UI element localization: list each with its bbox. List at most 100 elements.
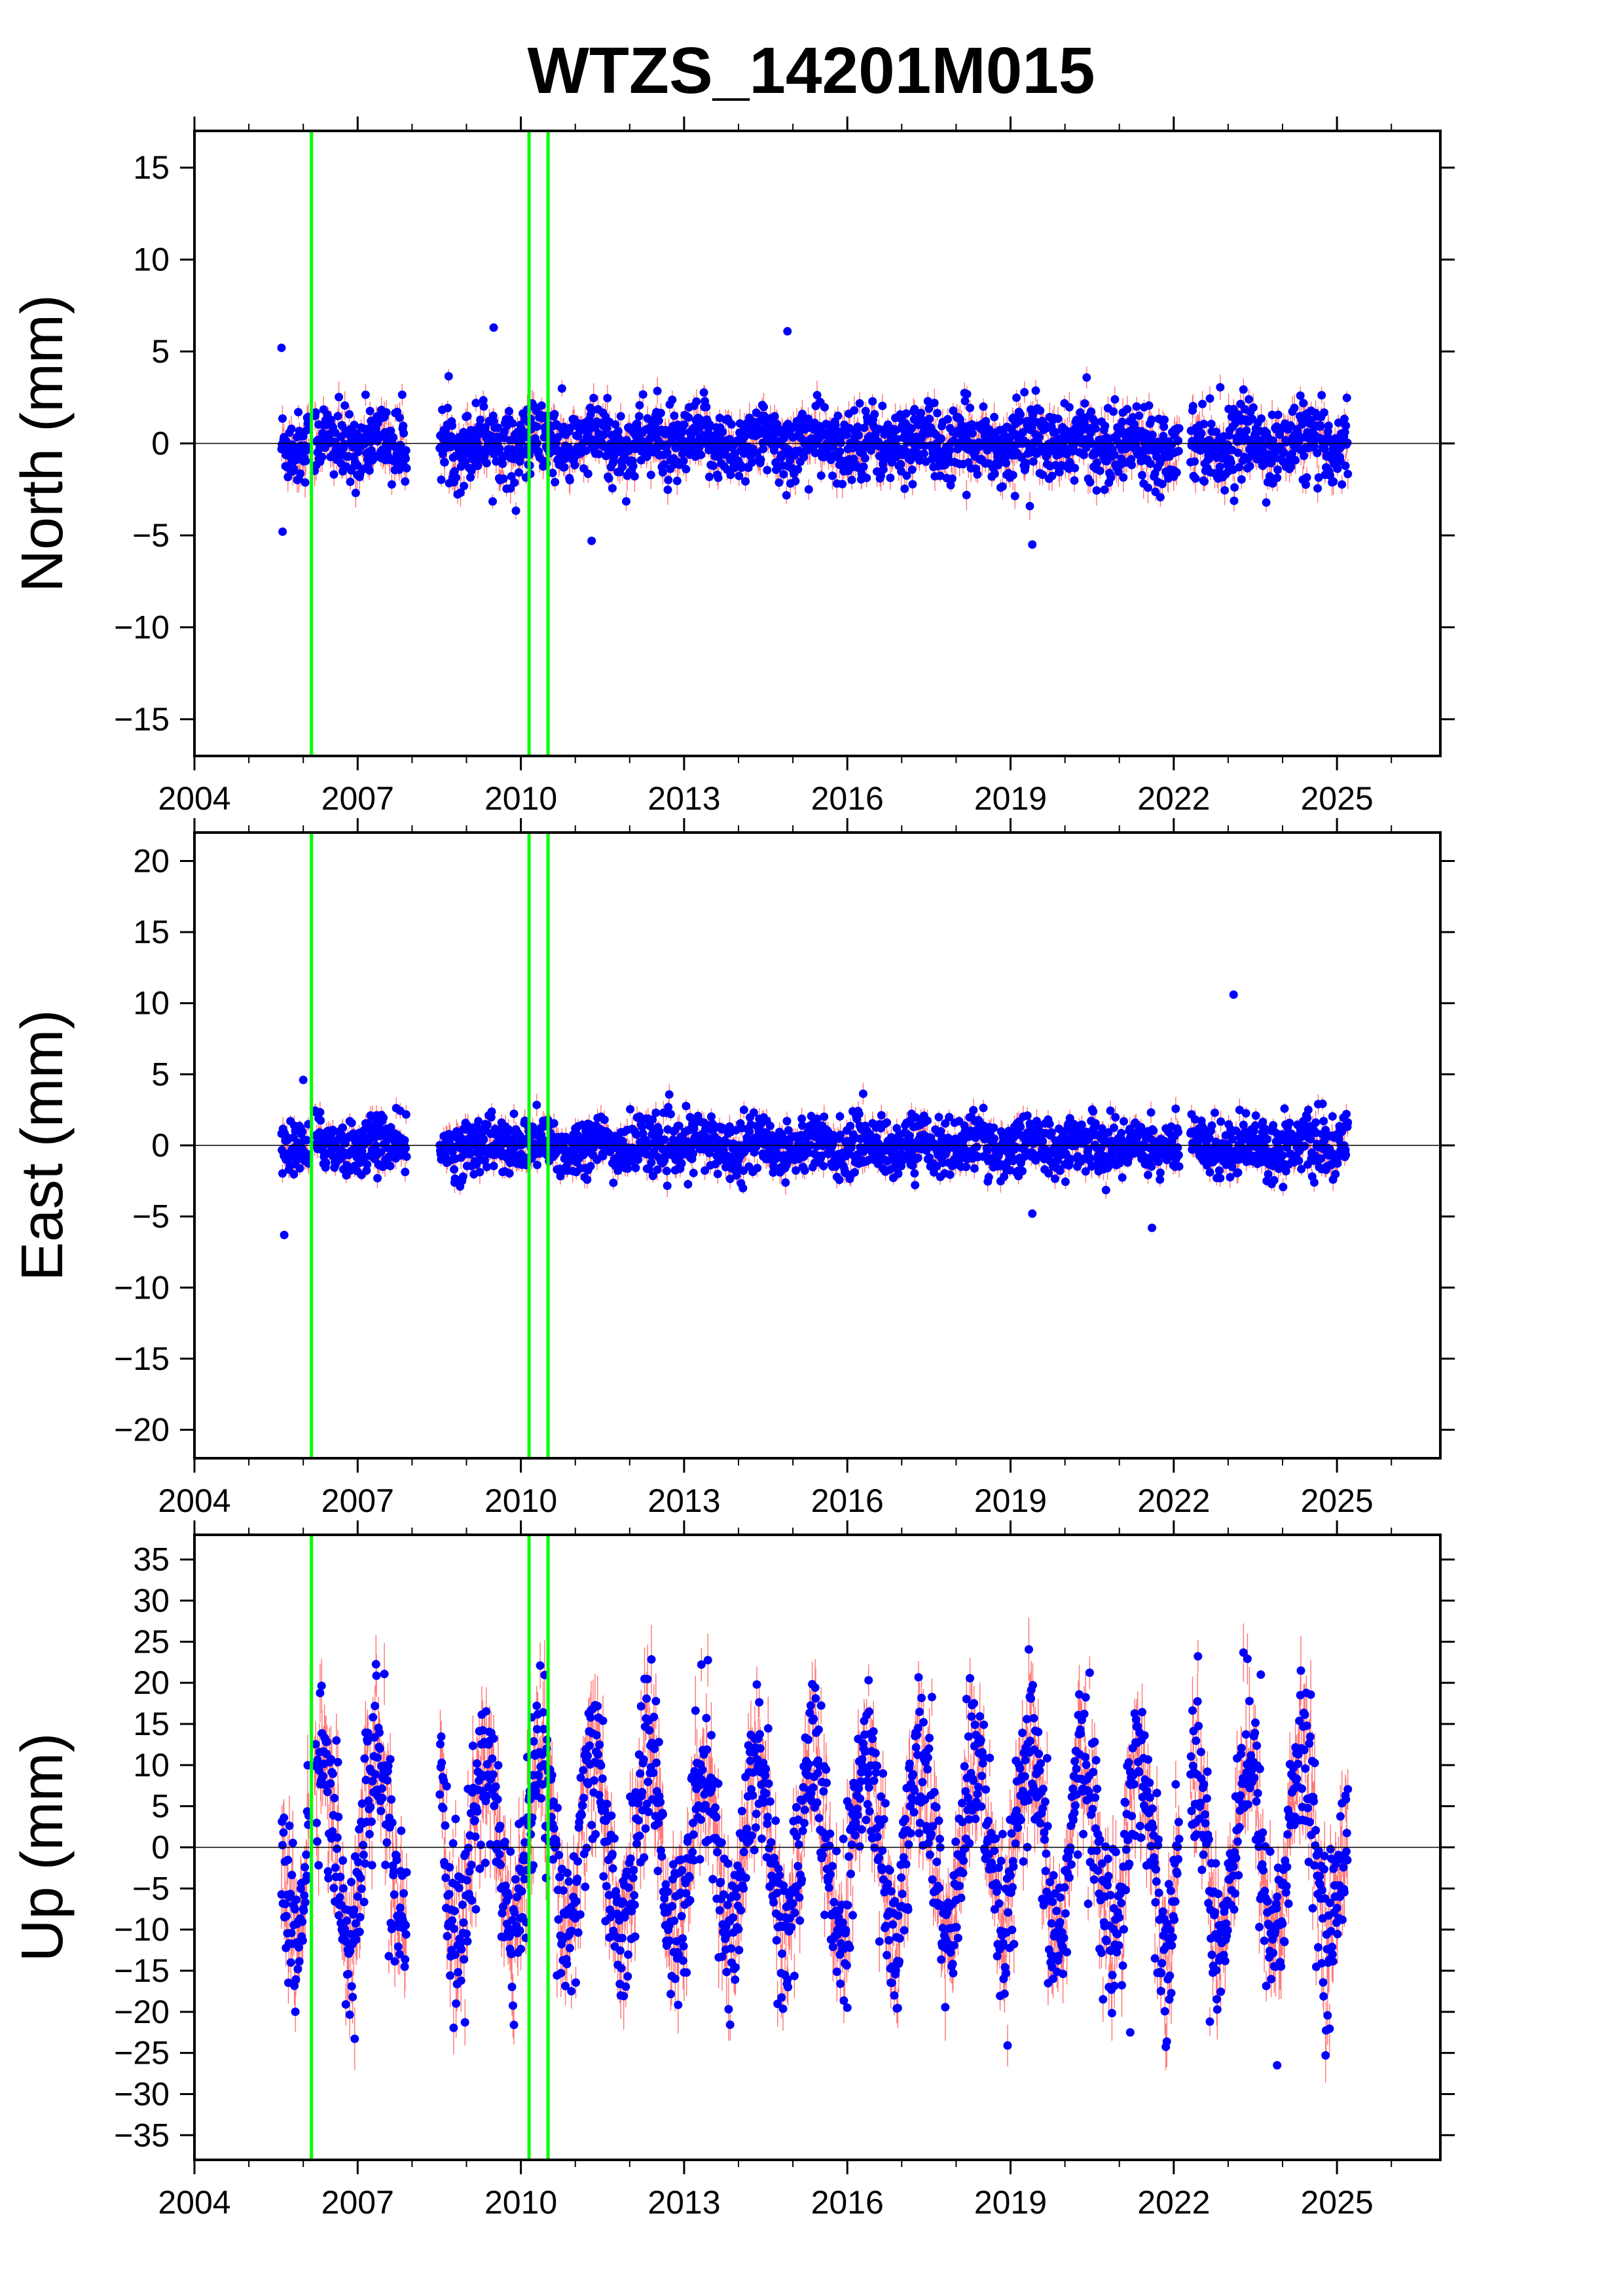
data-point [698,1765,707,1774]
data-point [316,1107,325,1117]
data-point [890,1162,899,1172]
data-point [1061,1177,1070,1186]
data-point [488,497,497,506]
data-point [705,420,714,429]
data-point [691,1119,700,1127]
y-tick-label: 10 [133,242,170,278]
data-point [727,420,736,429]
data-point [651,1696,661,1706]
data-point [636,1769,645,1778]
data-point [1095,466,1104,475]
data-point [905,1131,914,1140]
data-point [701,1166,710,1175]
data-point [635,1112,644,1121]
data-point [892,435,902,444]
data-point [1065,403,1074,412]
data-point [923,1116,932,1125]
data-point [450,1174,460,1183]
data-point [1174,436,1183,445]
data-point [1089,1107,1098,1116]
data-point [622,497,630,506]
data-point [945,1170,955,1179]
data-point [293,1965,302,1973]
data-point [602,1882,611,1891]
data-point [1207,420,1216,429]
data-point [1132,402,1141,411]
data-point [1249,403,1258,412]
data-point [1260,1142,1269,1151]
data-point [1015,416,1024,425]
data-point [859,462,868,471]
y-tick-label: −20 [114,1412,170,1448]
data-point [596,1761,606,1770]
data-point [549,1824,558,1833]
data-point [1091,418,1100,427]
x-tick-label: 2016 [811,1482,884,1519]
data-point [437,1758,447,1767]
data-point [1338,480,1347,489]
data-point [682,1889,691,1898]
data-point [664,475,673,484]
data-point [668,395,677,404]
data-point [336,1873,345,1882]
data-point [1114,467,1123,476]
data-point [342,1916,352,1926]
data-point [1147,415,1156,424]
data-point [458,1134,467,1143]
data-point [674,2000,683,2009]
data-point [1091,424,1100,433]
data-point [1159,431,1168,440]
data-point [1302,473,1311,482]
data-point [1211,1108,1219,1117]
data-point [476,415,485,424]
data-point [685,1895,695,1905]
data-point [1175,1162,1184,1171]
data-point [621,1982,630,1991]
data-point [1230,496,1239,505]
data-point [400,1136,409,1145]
data-points [277,1645,1353,2070]
data-point [382,408,391,417]
x-tick-label: 2013 [647,1482,720,1519]
data-point [450,1950,460,1960]
data-point [458,1900,467,1909]
data-point [296,469,305,478]
data-point [567,1926,576,1935]
data-point [1241,1109,1250,1118]
data-point [990,412,999,422]
data-point [499,474,508,483]
data-point [1328,1112,1337,1121]
x-tick-label: 2019 [974,780,1047,817]
data-point [1214,1166,1224,1175]
data-point [1216,1117,1226,1126]
data-point [646,471,655,480]
up-panel: 2004 2007 2010 2013 2016 2019 2022 202535302520… [10,1520,1455,2221]
data-point [600,430,608,439]
data-point [316,1689,325,1698]
data-point [483,459,491,468]
data-point [1029,457,1038,466]
data-point [560,463,569,472]
data-point [653,1165,662,1174]
data-point [651,1108,661,1117]
data-point [564,1877,574,1886]
data-point [575,1910,585,1919]
data-point [348,1992,357,2001]
data-point [312,1837,321,1846]
data-point [702,1713,711,1723]
data-point [1085,478,1095,487]
data-point [335,393,344,402]
data-point [644,1807,653,1816]
data-point [1269,1175,1279,1185]
data-point [658,1810,667,1819]
data-point [347,1878,356,1886]
data-point [1087,439,1097,448]
data-point [883,1118,892,1127]
data-point [1137,1122,1146,1132]
data-point [1144,401,1154,410]
data-point [779,470,788,479]
data-point [446,1971,455,1980]
data-point [632,1130,641,1139]
data-point [693,1111,702,1121]
y-tick-label: 15 [133,914,170,950]
